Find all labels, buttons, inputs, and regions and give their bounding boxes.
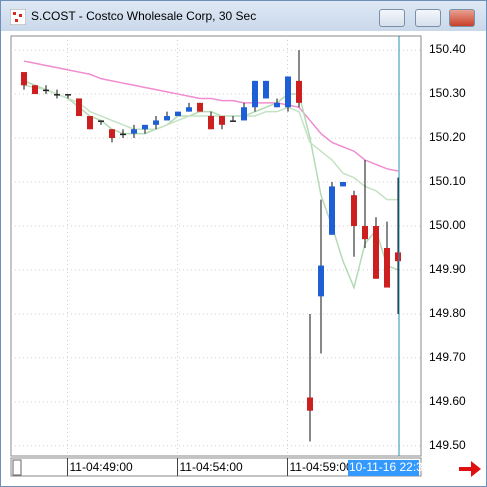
candle-body (274, 102, 280, 108)
candle-body (362, 225, 368, 240)
crosshair-label: 10-11-16 22:34:00 (349, 460, 447, 474)
candle-body (384, 247, 390, 288)
candle-body (219, 116, 225, 125)
title-bar: S.COST - Costco Wholesale Corp, 30 Sec (1, 1, 486, 31)
y-tick-label: 150.40 (429, 42, 466, 56)
candle-body (241, 107, 247, 121)
scroll-handle[interactable] (12, 459, 22, 476)
candle-body (197, 102, 203, 112)
y-tick-label: 150.20 (429, 130, 466, 144)
window-title: S.COST - Costco Wholesale Corp, 30 Sec (31, 9, 257, 23)
candle-body (32, 85, 38, 95)
y-tick-label: 150.30 (429, 86, 466, 100)
chart: 150.40 150.30 150.20 150.10 150.00 149.90 149.… (10, 35, 481, 477)
candle-body (109, 129, 115, 139)
crosshair-label-bg (348, 460, 419, 476)
app-icon (10, 9, 26, 25)
y-tick-label: 149.70 (429, 350, 466, 364)
candle-body (395, 252, 401, 262)
x-tick-label: 11-04:54:00 (180, 460, 243, 474)
candle-body (351, 195, 357, 226)
y-tick-label: 149.90 (429, 262, 466, 276)
candle-body (142, 124, 148, 130)
candle-body (296, 80, 302, 103)
y-tick-label: 150.00 (429, 218, 466, 232)
candle-body (208, 116, 214, 130)
candle-body (98, 120, 104, 122)
candle-body (120, 133, 126, 136)
moving-average (23, 60, 399, 172)
scroll-right-arrow[interactable] (459, 461, 481, 477)
candle-body (340, 182, 346, 187)
candle-body (54, 94, 60, 96)
candle-body (76, 98, 82, 117)
maximize-button[interactable] (415, 9, 441, 27)
candle-body (164, 116, 170, 121)
candle-body (373, 225, 379, 279)
y-tick-label: 149.80 (429, 306, 466, 320)
candle-body (65, 94, 71, 96)
candle-body (43, 89, 49, 92)
x-axis-strip (10, 457, 422, 477)
candle-body (329, 186, 335, 235)
candle-body (307, 397, 313, 411)
candle-body (230, 120, 236, 122)
candle-body (131, 129, 137, 134)
candle-body (21, 72, 27, 86)
candle-body (153, 120, 159, 125)
x-tick-label: 11-04:59:00 (290, 460, 353, 474)
y-tick-label: 150.10 (429, 174, 466, 188)
x-tick-label: 11-04:49:00 (70, 460, 133, 474)
candle-body (285, 76, 291, 108)
candle-body (175, 111, 181, 117)
candle-body (318, 265, 324, 297)
close-button[interactable] (449, 9, 475, 27)
candle-body (252, 80, 258, 108)
candle-body (87, 116, 93, 130)
candle-body (186, 107, 192, 112)
minimize-button[interactable] (379, 9, 405, 27)
y-tick-label: 149.50 (429, 438, 466, 452)
y-tick-label: 149.60 (429, 394, 466, 408)
candle-body (263, 80, 269, 99)
